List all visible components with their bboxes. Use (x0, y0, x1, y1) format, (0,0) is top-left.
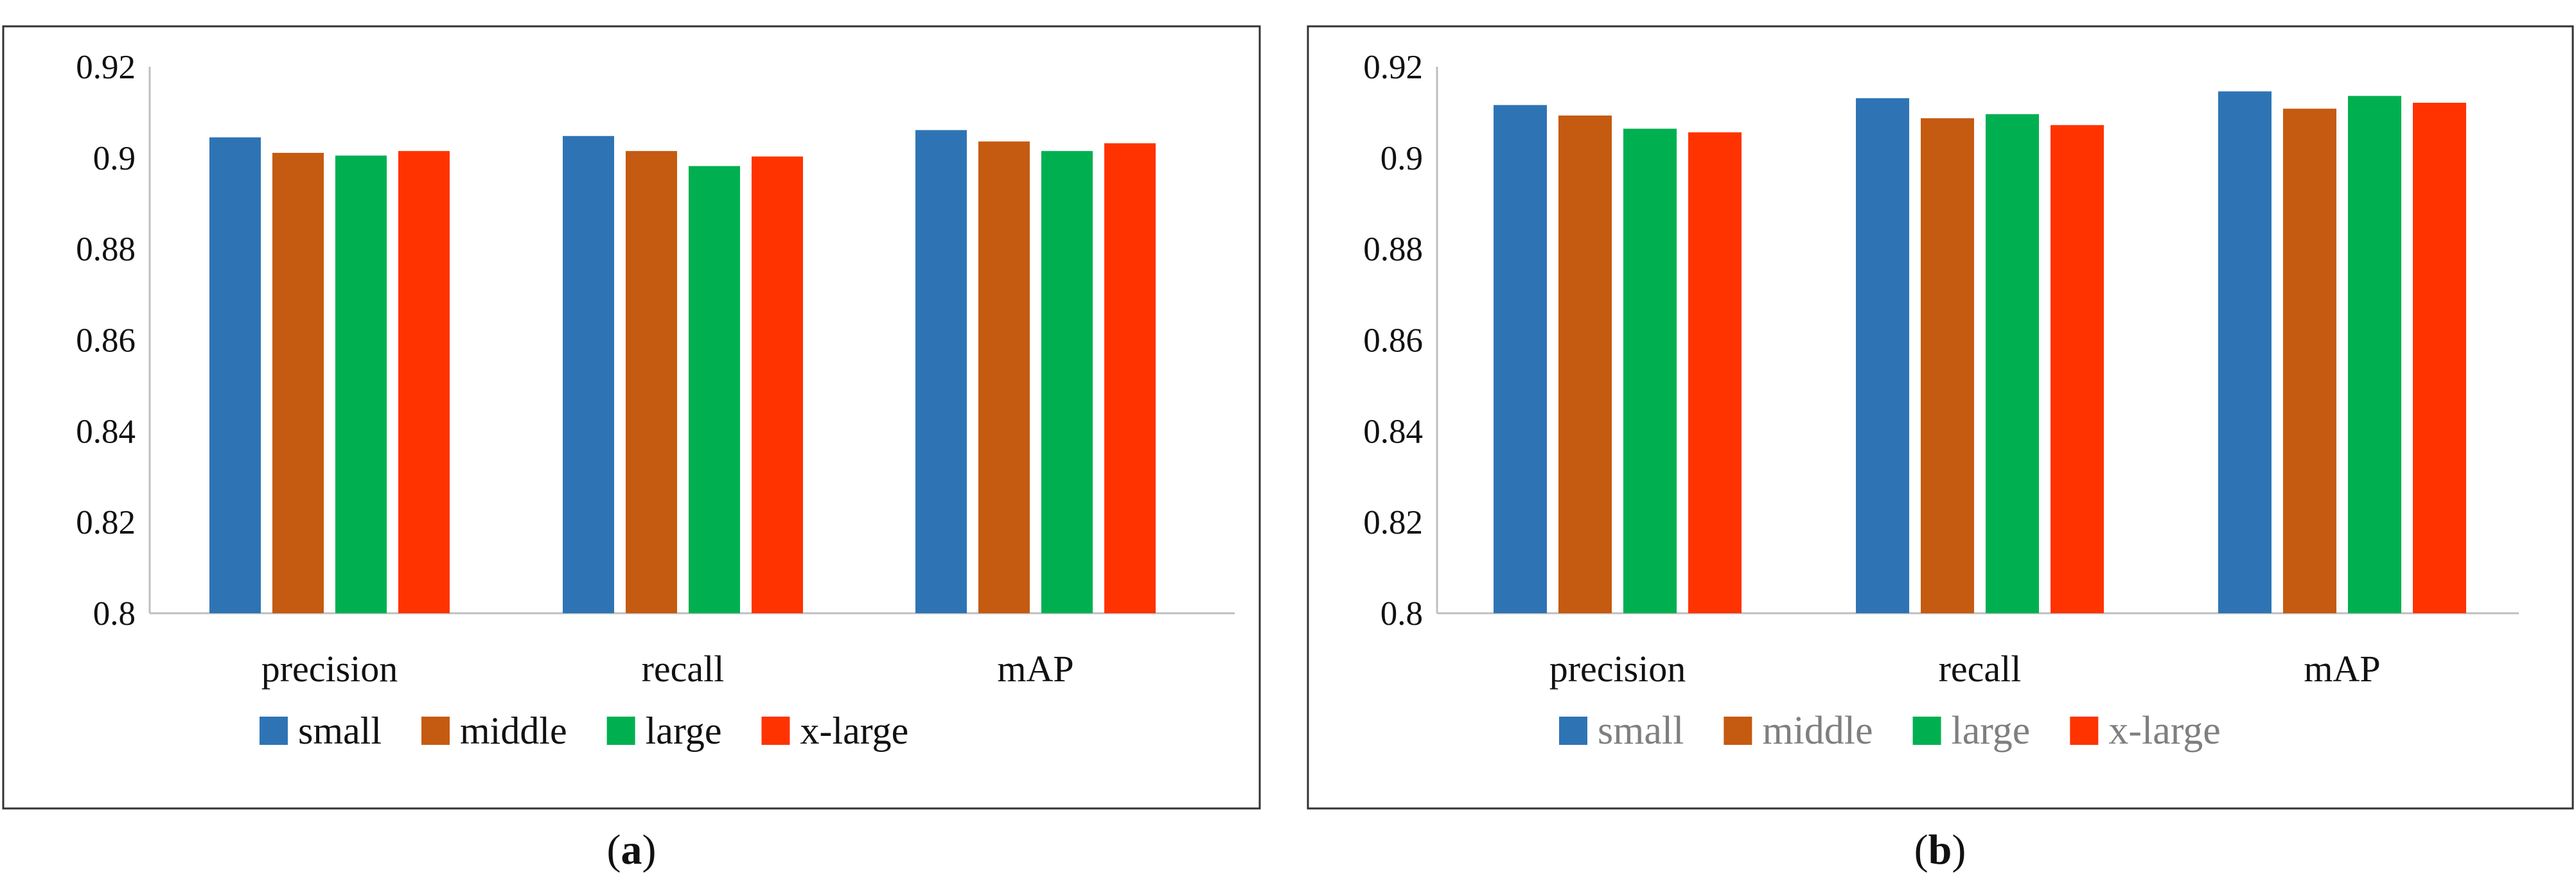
bar-x-large-recall (752, 156, 803, 614)
x-category-label: precision (1549, 648, 1686, 690)
x-category-label: recall (1939, 648, 2022, 690)
bar-large-recall (1986, 114, 2039, 614)
legend-swatch-middle (421, 717, 450, 745)
legend-label-middle: middle (1762, 709, 1873, 753)
bar-small-mAP (915, 130, 967, 614)
y-tick-label: 0.82 (1363, 504, 1423, 541)
bar-large-precision (1623, 128, 1677, 614)
y-tick-label: 0.8 (93, 595, 136, 633)
panel-label-letter: b (1928, 826, 1952, 873)
legend-label-large: large (1952, 709, 2031, 753)
y-tick-label: 0.88 (1363, 231, 1423, 268)
y-tick-label: 0.9 (93, 140, 136, 177)
y-tick-label: 0.92 (1363, 49, 1423, 86)
bar-small-recall (1856, 98, 1909, 613)
panel-label: (b) (1914, 826, 1966, 873)
legend-swatch-small (260, 717, 288, 745)
bar-x-large-precision (1688, 132, 1742, 613)
panel-label-close: ) (642, 826, 657, 873)
bar-x-large-precision (398, 151, 450, 614)
y-tick-label: 0.86 (76, 322, 136, 360)
x-category-label: precision (261, 648, 398, 690)
legend-swatch-x-large (2070, 717, 2099, 745)
legend-swatch-middle (1724, 717, 1752, 745)
legend-label-middle: middle (460, 710, 567, 752)
bar-middle-mAP (2283, 109, 2336, 613)
x-category-label: mAP (997, 648, 1073, 690)
legend-label-x-large: x-large (800, 710, 908, 752)
bar-large-mAP (1041, 151, 1093, 614)
legend-swatch-large (1912, 717, 1941, 745)
bar-middle-recall (626, 151, 677, 614)
panel-label: (a) (607, 826, 657, 873)
bar-large-recall (689, 166, 740, 613)
panel-label-letter: a (621, 826, 642, 873)
legend-swatch-small (1559, 717, 1587, 745)
y-tick-label: 0.84 (76, 413, 136, 450)
legend-label-x-large: x-large (2108, 709, 2220, 753)
panel-label-open: ( (1914, 826, 1928, 873)
bar-x-large-recall (2051, 125, 2104, 614)
bar-small-mAP (2218, 91, 2272, 614)
y-tick-label: 0.88 (76, 231, 136, 268)
bar-x-large-mAP (2413, 103, 2466, 613)
bar-small-precision (209, 137, 261, 613)
y-tick-label: 0.86 (1363, 322, 1423, 360)
bar-middle-precision (272, 153, 324, 614)
bar-middle-mAP (978, 141, 1030, 613)
y-tick-label: 0.8 (1381, 595, 1423, 633)
bar-middle-precision (1558, 115, 1612, 613)
bar-x-large-mAP (1104, 143, 1156, 613)
x-category-label: recall (642, 648, 725, 690)
panel-label-close: ) (1952, 826, 1966, 873)
chart-panel-b: 0.8 0.82 0.84 0.86 0.88 0.9 0.92 precision recal… (1307, 25, 2574, 810)
chart-panel-a: 0.8 0.82 0.84 0.86 0.88 0.9 0.92 precision recal… (2, 25, 1261, 810)
legend-label-large: large (646, 710, 722, 752)
legend-swatch-x-large (761, 717, 790, 745)
legend-label-small: small (1598, 709, 1684, 753)
bar-large-precision (335, 155, 387, 614)
x-category-label: mAP (2304, 648, 2380, 690)
bar-middle-recall (1921, 118, 1974, 613)
y-tick-label: 0.92 (76, 49, 136, 86)
legend-label-small: small (298, 710, 382, 752)
bar-small-precision (1494, 105, 1547, 613)
y-tick-label: 0.84 (1363, 413, 1423, 450)
legend-swatch-large (606, 717, 635, 745)
y-tick-label: 0.82 (76, 504, 136, 541)
bar-large-mAP (2348, 96, 2401, 614)
panel-label-open: ( (607, 826, 621, 873)
bar-small-recall (563, 135, 614, 613)
y-tick-label: 0.9 (1381, 140, 1423, 177)
